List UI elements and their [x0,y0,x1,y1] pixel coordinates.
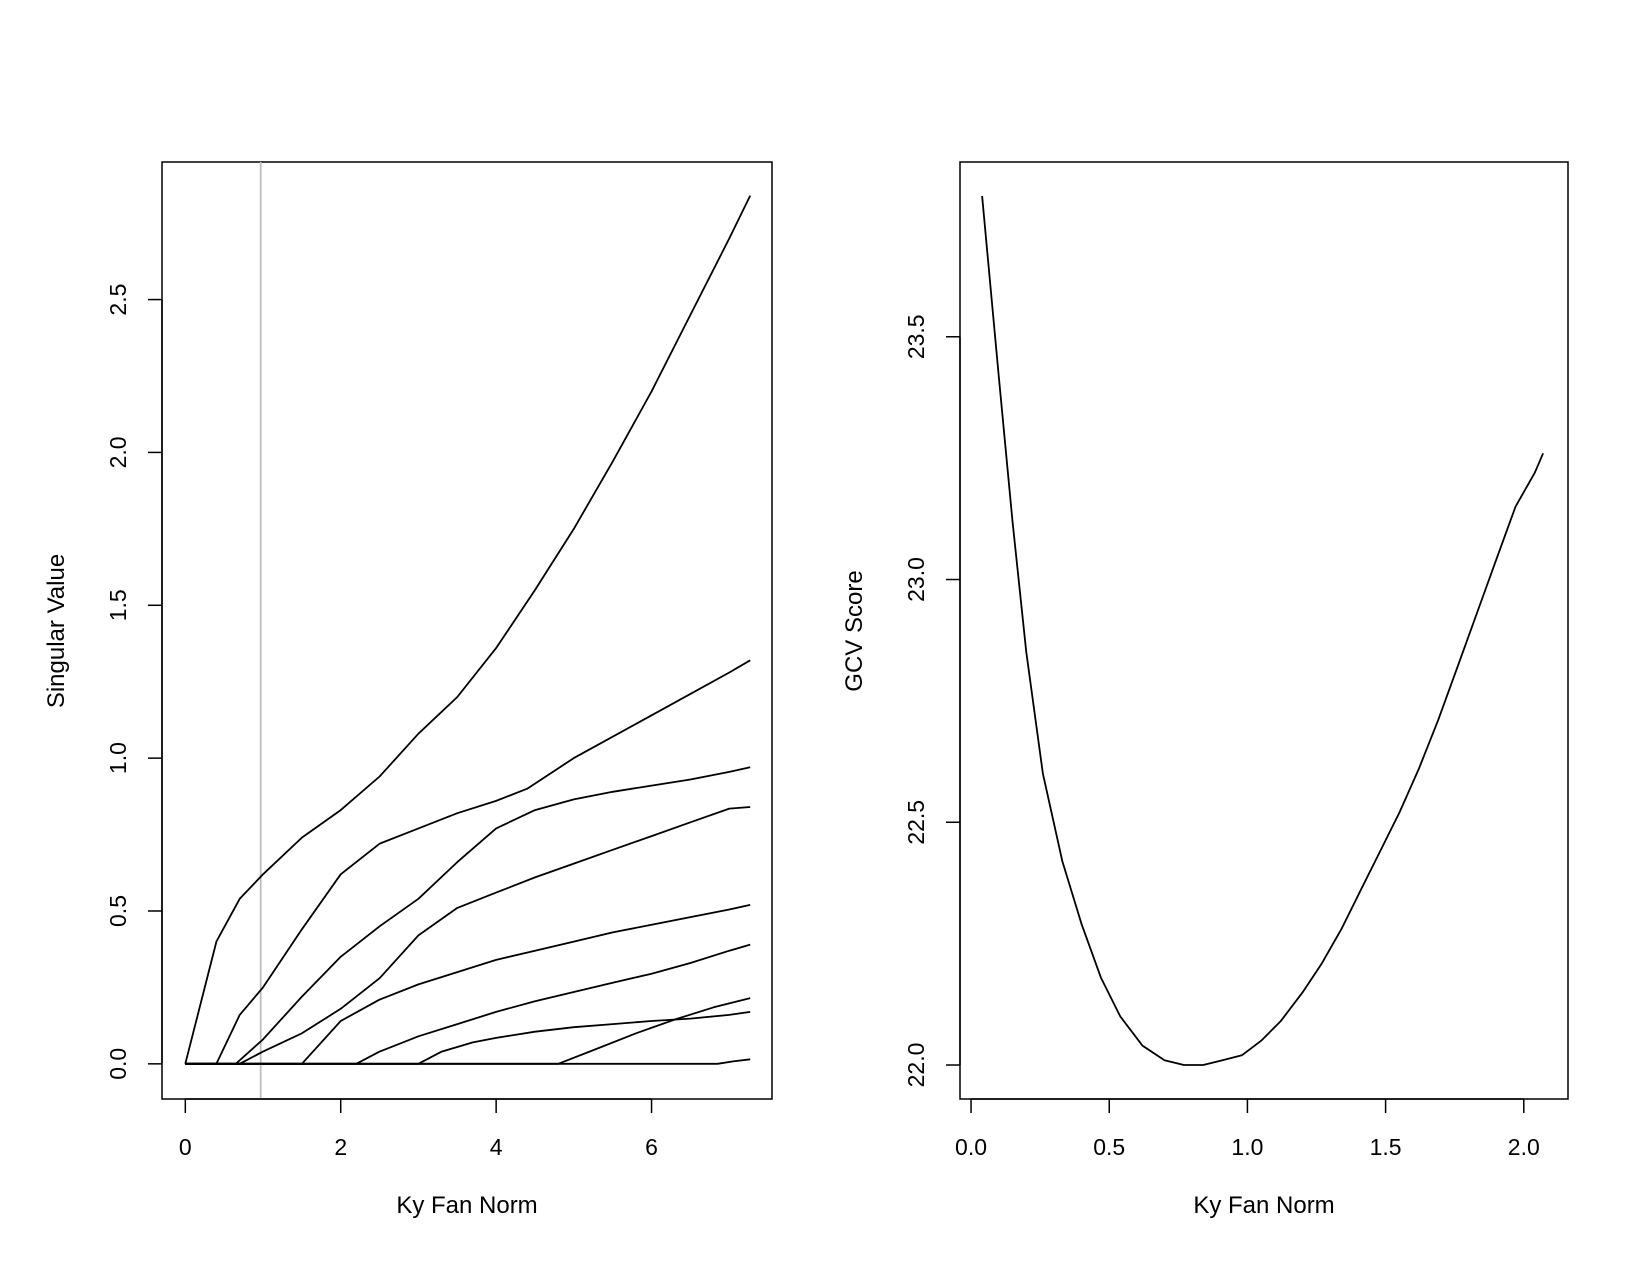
series-line [184,195,752,1065]
series-line [185,1011,751,1065]
y-axis: 22.0 22.5 23.0 23.5 [903,314,961,1088]
y-tick-label: 0.0 [105,1048,131,1080]
y-tick-label: 23.0 [903,557,929,602]
plot-frame [959,161,1569,1100]
plot-frame [161,161,773,1100]
left-panel: 0 2 4 6 0.0 0.5 1.0 1.5 2.0 2.5 Ky Fan Norm Sing… [43,161,773,1219]
series-line [981,195,1544,1066]
y-axis: 0.0 0.5 1.0 1.5 2.0 2.5 [105,284,163,1080]
x-axis: 0 2 4 6 [179,1098,658,1160]
x-tick-label: 1.5 [1370,1134,1402,1160]
series-line [185,1058,751,1065]
x-tick-label: 0.0 [955,1134,987,1160]
y-tick-label: 22.5 [903,800,929,845]
x-tick-label: 1.0 [1231,1134,1263,1160]
x-tick-label: 4 [490,1134,503,1160]
series-group [981,195,1544,1066]
x-axis: 0.0 0.5 1.0 1.5 2.0 [955,1098,1540,1160]
x-tick-label: 2.0 [1508,1134,1540,1160]
series-line [185,943,751,1065]
right-panel: 0.0 0.5 1.0 1.5 2.0 22.0 22.5 23.0 23.5 Ky Fan … [841,161,1569,1219]
x-tick-label: 6 [645,1134,658,1160]
y-tick-label: 2.0 [105,436,131,468]
series-line [185,904,751,1065]
x-tick-label: 2 [334,1134,347,1160]
y-tick-label: 23.5 [903,314,929,359]
y-tick-label: 0.5 [105,895,131,927]
y-axis-title: Singular Value [43,554,70,708]
y-tick-label: 2.5 [105,284,131,316]
y-tick-label: 1.0 [105,742,131,774]
y-tick-label: 22.0 [903,1043,929,1088]
series-group [184,195,752,1065]
series-line [185,806,751,1065]
x-axis-title: Ky Fan Norm [396,1192,537,1219]
series-line [185,766,751,1065]
y-tick-label: 1.5 [105,589,131,621]
y-axis-title: GCV Score [841,570,868,691]
x-tick-label: 0 [179,1134,192,1160]
x-axis-title: Ky Fan Norm [1193,1192,1334,1219]
series-line [185,659,751,1065]
x-tick-label: 0.5 [1093,1134,1125,1160]
